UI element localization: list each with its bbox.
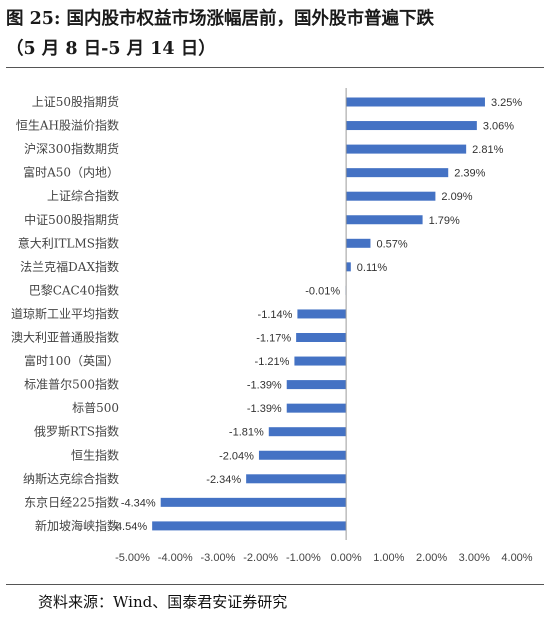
- bar-12: [286, 380, 347, 390]
- x-tick-label-6: 1.00%: [373, 552, 404, 564]
- bar-13: [286, 403, 347, 413]
- bar-17: [160, 497, 347, 507]
- value-label-11: -1.21%: [255, 356, 290, 368]
- category-label-4: 上证综合指数: [47, 188, 119, 203]
- category-label-13: 标普500: [72, 401, 119, 415]
- bar-4: [346, 191, 436, 201]
- top-rule: [6, 67, 544, 68]
- category-label-16: 纳斯达克综合指数: [23, 471, 119, 486]
- bar-15: [258, 450, 347, 460]
- x-tick-label-0: -5.00%: [115, 552, 150, 564]
- x-tick-label-9: 4.00%: [501, 552, 532, 564]
- bar-11: [294, 356, 347, 366]
- x-tick-label-7: 2.00%: [416, 552, 447, 564]
- source-note: 资料来源：Wind、国泰君安证券研究: [38, 593, 288, 611]
- bar-6: [346, 238, 371, 248]
- value-label-5: 1.79%: [429, 215, 460, 227]
- x-tick-label-4: -1.00%: [286, 552, 321, 564]
- value-label-16: -2.34%: [206, 474, 241, 486]
- category-label-15: 恒生指数: [71, 447, 119, 462]
- bottom-rule: [6, 584, 544, 585]
- value-label-18: -4.54%: [112, 521, 147, 533]
- category-label-14: 俄罗斯RTS指数: [34, 424, 119, 439]
- bar-2: [346, 144, 467, 154]
- bar-0: [346, 97, 485, 107]
- value-label-13: -1.39%: [247, 403, 282, 415]
- category-label-9: 道琼斯工业平均指数: [11, 306, 119, 321]
- category-label-17: 东京日经225指数: [24, 494, 119, 509]
- value-label-10: -1.17%: [256, 333, 291, 345]
- category-label-6: 意大利ITLMS指数: [18, 235, 119, 250]
- bar-14: [268, 427, 347, 437]
- bar-9: [297, 309, 347, 319]
- bar-3: [346, 168, 449, 178]
- x-tick-label-5: 0.00%: [331, 552, 362, 564]
- category-label-3: 富时A50（内地）: [23, 165, 119, 180]
- value-label-0: 3.25%: [491, 97, 522, 109]
- bar-chart: 上证50股指期货 3.25% 恒生AH股溢价指数 3.06% 沪深300指数期货 2.81…: [11, 88, 533, 564]
- value-label-1: 3.06%: [483, 121, 514, 133]
- category-label-12: 标准普尔500指数: [24, 377, 119, 392]
- title-line-1: 图 25: 国内股市权益市场涨幅居前，国外股市普遍下跌: [6, 9, 434, 29]
- value-label-7: 0.11%: [357, 262, 388, 274]
- category-label-2: 沪深300指数期货: [24, 141, 119, 156]
- title-line-2: （5 月 8 日-5 月 14 日）: [6, 39, 216, 59]
- value-label-17: -4.34%: [121, 497, 156, 509]
- x-tick-label-2: -3.00%: [201, 552, 236, 564]
- category-label-0: 上证50股指期货: [32, 94, 119, 109]
- value-label-6: 0.57%: [376, 238, 407, 250]
- category-label-5: 中证500股指期货: [24, 212, 119, 227]
- value-label-15: -2.04%: [219, 450, 254, 462]
- category-label-18: 新加坡海峡指数: [35, 518, 119, 533]
- value-label-3: 2.39%: [454, 168, 485, 180]
- value-label-14: -1.81%: [229, 427, 264, 439]
- bar-18: [152, 521, 347, 531]
- value-label-8: -0.01%: [305, 285, 340, 297]
- x-tick-label-1: -4.00%: [158, 552, 193, 564]
- value-label-2: 2.81%: [472, 144, 503, 156]
- bar-10: [296, 333, 347, 342]
- chart-title: 图 25: 国内股市权益市场涨幅居前，国外股市普遍下跌 （5 月 8 日-5 月…: [6, 4, 546, 64]
- x-tick-label-8: 3.00%: [459, 552, 490, 564]
- category-label-8: 巴黎CAC40指数: [29, 282, 119, 297]
- value-label-4: 2.09%: [441, 191, 472, 203]
- category-label-7: 法兰克福DAX指数: [20, 259, 119, 274]
- category-label-10: 澳大利亚普通股指数: [11, 330, 119, 345]
- bar-1: [346, 121, 477, 131]
- bar-16: [246, 474, 347, 484]
- bar-5: [346, 215, 423, 225]
- value-label-12: -1.39%: [247, 380, 282, 392]
- category-label-11: 富时100（英国）: [24, 353, 119, 368]
- bar-7: [346, 262, 351, 272]
- value-label-9: -1.14%: [258, 309, 293, 321]
- x-tick-label-3: -2.00%: [243, 552, 278, 564]
- category-label-1: 恒生AH股溢价指数: [16, 118, 119, 133]
